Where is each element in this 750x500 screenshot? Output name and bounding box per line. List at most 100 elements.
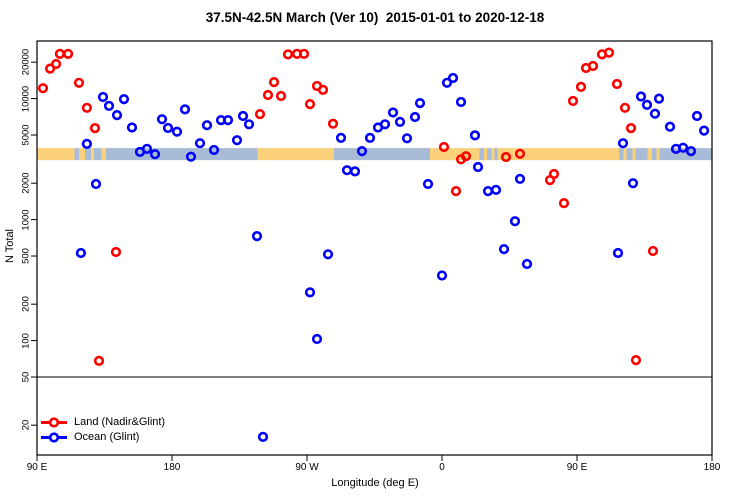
land-data-point [603, 47, 615, 58]
y-tick-label: 20 [20, 419, 32, 431]
ocean-data-point [698, 125, 710, 136]
ocean-data-point [90, 178, 102, 190]
map-band-segment-land [656, 148, 660, 161]
ocean-data-point [81, 138, 92, 149]
ocean-data-point [243, 119, 255, 130]
map-band-segment-land [632, 148, 636, 161]
ocean-data-point [521, 258, 533, 270]
land-data-point [514, 148, 526, 159]
map-band-segment-ocean [652, 148, 657, 161]
land-data-point [327, 118, 339, 129]
ocean-data-point [441, 77, 453, 88]
map-band-segment-land [491, 148, 495, 161]
ocean-data-point [387, 107, 399, 118]
ocean-data-point [251, 231, 263, 242]
ocean-data-point [436, 270, 448, 281]
ocean-data-point [75, 247, 86, 259]
land-data-point [304, 98, 316, 110]
map-band-segment-land [91, 148, 94, 161]
map-band-segment-land [101, 148, 106, 161]
x-tick-label: 180 [703, 462, 721, 473]
land-data-point [500, 151, 512, 163]
land-data-point [93, 355, 105, 367]
land-data-point [50, 58, 62, 70]
land-data-point [558, 198, 570, 209]
land-data-point [73, 77, 85, 88]
ocean-data-point [311, 333, 323, 345]
y-tick-label: 5000 [20, 124, 32, 146]
map-band-segment-land [623, 148, 627, 161]
map-band-segment-land [647, 148, 652, 161]
map-band-segment-land [257, 148, 334, 161]
land-data-point [54, 48, 66, 60]
x-axis-label: Longitude (deg E) [331, 477, 419, 489]
ocean-data-point [635, 91, 647, 102]
ocean-data-point [472, 161, 484, 173]
ocean-data-point [498, 244, 510, 255]
land-data-point [625, 123, 637, 134]
ocean-data-point [201, 120, 213, 131]
ocean-data-point [356, 146, 368, 157]
land-data-point [587, 60, 599, 72]
ocean-data-point [208, 144, 220, 156]
y-tick-label: 200 [20, 296, 32, 313]
land-data-point [254, 108, 266, 120]
map-band-segment-ocean [626, 148, 633, 161]
ocean-data-point [222, 114, 234, 126]
ocean-data-point [111, 109, 123, 121]
ocean-data-point [469, 130, 481, 141]
land-data-point [647, 245, 659, 257]
y-tick-label: 20000 [20, 48, 32, 76]
x-tick-label: 180 [163, 462, 181, 473]
land-data-point [548, 168, 560, 180]
ocean-data-point [490, 184, 502, 195]
chart-title: 37.5N-42.5N March (Ver 10) 2015-01-01 to… [205, 10, 545, 25]
legend-label-ocean: Ocean (Glint) [74, 431, 140, 443]
land-data-point [619, 102, 631, 113]
ocean-data-point [691, 110, 703, 122]
ocean-data-point [126, 122, 138, 133]
land-data-point [282, 49, 294, 60]
land-data-point [81, 102, 92, 113]
ocean-data-point [422, 178, 434, 190]
ocean-data-point [447, 72, 459, 84]
y-tick-label: 1000 [20, 209, 32, 231]
map-band-segment-land [430, 148, 480, 161]
ocean-data-point [641, 99, 653, 110]
map-band-segment-ocean [94, 148, 102, 161]
ocean-data-point [509, 216, 521, 227]
ocean-data-point [237, 110, 249, 122]
legend-label-land: Land (Nadir&Glint) [74, 416, 166, 428]
land-data-point [567, 95, 579, 107]
map-band-segment-ocean [619, 148, 624, 161]
land-data-point [450, 186, 462, 197]
map-band-segment-ocean [334, 148, 430, 161]
ocean-data-point [653, 93, 665, 104]
ocean-data-point [685, 146, 697, 157]
legend-point-symbol [48, 417, 60, 428]
land-data-point [460, 151, 472, 162]
map-band-segment-ocean [635, 148, 648, 161]
ocean-data-point [482, 186, 494, 197]
map-band-segment-ocean [106, 148, 258, 161]
land-data-point [438, 141, 450, 153]
ocean-data-point [149, 149, 161, 160]
y-tick-label: 10000 [20, 85, 32, 112]
plot-border [36, 40, 713, 456]
ocean-data-point [231, 135, 243, 146]
ocean-data-point [664, 121, 676, 132]
map-band-segment-land [497, 148, 619, 161]
map-band-segment-land [484, 148, 487, 161]
y-tick-label: 100 [20, 332, 32, 349]
ocean-data-point [341, 165, 353, 176]
land-data-point [630, 355, 642, 366]
map-band-segment-ocean [74, 148, 79, 161]
ocean-data-point [379, 119, 391, 130]
map-band-segment-land [79, 148, 85, 161]
legend-point-symbol [48, 432, 60, 443]
land-data-point [110, 246, 122, 258]
y-tick-label: 500 [20, 248, 32, 264]
ocean-data-point [97, 91, 109, 103]
